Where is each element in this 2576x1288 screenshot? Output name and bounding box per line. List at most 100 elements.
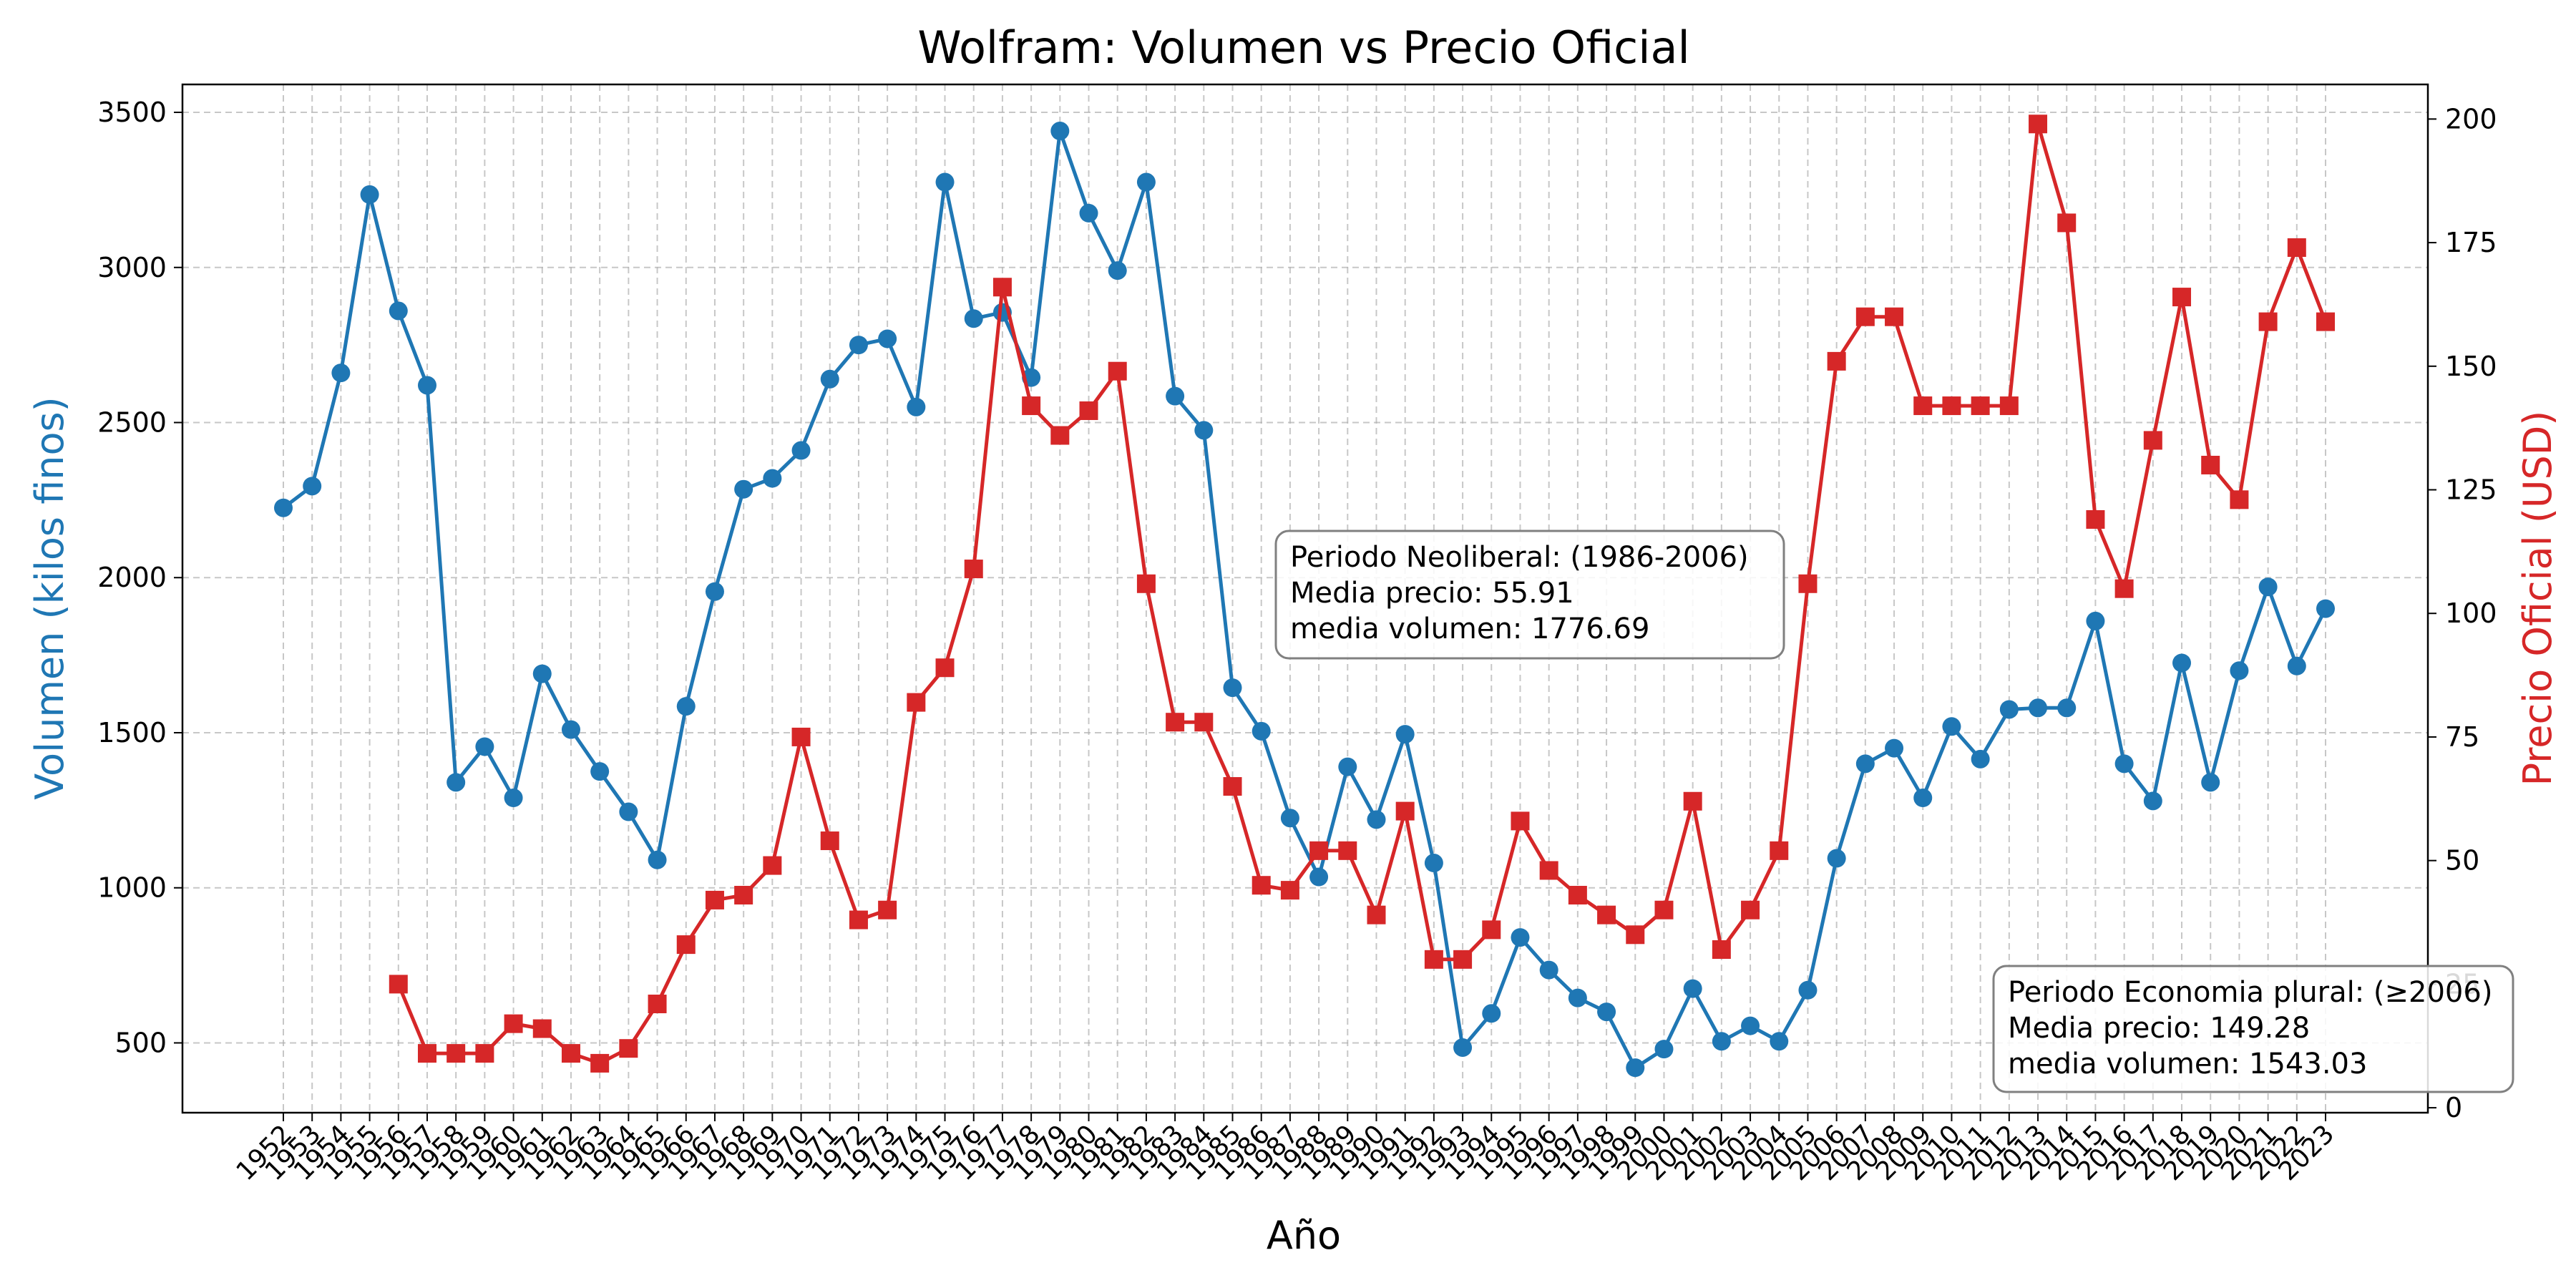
y-right-tick-label: 175 — [2445, 227, 2497, 258]
volumen-point — [1827, 849, 1846, 868]
volumen-point — [1108, 261, 1127, 280]
precio-point — [2287, 238, 2306, 257]
volumen-point — [360, 185, 379, 204]
volumen-point — [532, 664, 552, 683]
precio-point — [2057, 213, 2077, 233]
volumen-point — [1482, 1004, 1501, 1023]
volumen-point — [2230, 661, 2249, 680]
precio-point — [1597, 905, 1616, 924]
volumen-point — [1367, 810, 1386, 829]
volumen-point — [1309, 867, 1329, 887]
volumen-point — [820, 369, 839, 389]
y-axis-right-label: Precio Oficial (USD) — [2515, 411, 2560, 786]
precio-point — [2114, 579, 2134, 598]
precio-point — [1511, 811, 1530, 831]
series-layer — [274, 114, 2335, 1078]
precio-point — [1166, 713, 1185, 732]
precio-point — [820, 831, 839, 851]
annotation-economia-plural-line: Periodo Economia plural: (≥2006) — [2008, 976, 2492, 1009]
volumen-point — [1741, 1016, 1760, 1035]
volumen-point — [274, 498, 293, 517]
precio-point — [1741, 900, 1760, 919]
volumen-point — [1539, 960, 1558, 980]
precio-point — [1252, 876, 1271, 895]
precio-point — [676, 935, 696, 955]
precio-point — [849, 910, 868, 930]
precio-point — [1395, 801, 1415, 821]
precio-point — [1223, 777, 1242, 796]
volumen-point — [1942, 717, 1961, 736]
y-right-tick-label: 100 — [2445, 597, 2497, 629]
precio-point — [1079, 401, 1098, 420]
y-left-tick-label: 2500 — [97, 406, 167, 438]
precio-point — [1022, 396, 1041, 416]
precio-point — [619, 1039, 638, 1058]
precio-point — [992, 278, 1012, 297]
volumen-point — [331, 364, 351, 383]
precio-point — [1482, 920, 1501, 940]
volumen-point — [2287, 656, 2306, 675]
volumen-point — [417, 376, 436, 395]
precio-point — [1108, 361, 1127, 381]
precio-point — [1654, 900, 1674, 919]
volumen-point — [2316, 599, 2335, 618]
annotation-economia-plural-line: media volumen: 1543.03 — [2008, 1048, 2367, 1080]
precio-point — [1194, 713, 1214, 732]
volumen-point — [1626, 1058, 1645, 1078]
y-right-tick-label: 0 — [2445, 1092, 2462, 1123]
volumen-point — [303, 477, 322, 496]
annotation-economia-plural-line: Media precio: 149.28 — [2008, 1012, 2310, 1045]
y-right-tick-label: 125 — [2445, 474, 2497, 506]
volumen-point — [1338, 757, 1357, 776]
precio-point — [878, 900, 897, 919]
precio-point — [1683, 791, 1702, 811]
annotation-neoliberal-line: media volumen: 1776.69 — [1290, 613, 1649, 645]
precio-point — [1338, 841, 1357, 860]
volumen-point — [1999, 700, 2019, 719]
volumen-point — [561, 720, 580, 739]
volumen-point — [1855, 754, 1875, 774]
volumen-point — [1280, 809, 1299, 828]
precio-point — [2086, 509, 2105, 529]
y-right-tick-label: 150 — [2445, 351, 2497, 382]
volumen-point — [1424, 854, 1443, 873]
precio-point — [705, 890, 724, 909]
volumen-point — [1136, 172, 1156, 192]
precio-point — [1367, 905, 1386, 924]
y-right-tick-label: 75 — [2445, 721, 2479, 753]
volumen-point — [1453, 1038, 1473, 1057]
volumen-point — [1511, 928, 1530, 947]
volumen-point — [1252, 721, 1271, 741]
y-left-tick-label: 1000 — [97, 872, 167, 904]
volumen-point — [1654, 1040, 1674, 1059]
precio-point — [1770, 841, 1789, 860]
volumen-point — [590, 762, 610, 781]
annotation-neoliberal-line: Periodo Neoliberal: (1986-2006) — [1290, 541, 1749, 574]
annotation-economia-plural-box — [1992, 965, 2514, 1093]
annotation-neoliberal-line: Media precio: 55.91 — [1290, 577, 1574, 610]
precio-point — [1999, 396, 2019, 416]
volumen-point — [504, 789, 523, 808]
precio-point — [2230, 490, 2249, 509]
volumen-point — [2143, 791, 2162, 811]
volumen-point — [1395, 725, 1415, 744]
volumen-point — [676, 697, 696, 716]
chart-title: Wolfram: Volumen vs Precio Oficial — [917, 21, 1689, 74]
volumen-point — [2201, 773, 2220, 792]
precio-point — [2143, 431, 2162, 450]
volumen-point — [964, 309, 983, 328]
y-axis-left-label: Volumen (kilos finos) — [27, 396, 72, 799]
precio-point — [907, 693, 926, 712]
precio-point — [2201, 455, 2220, 474]
volumen-point — [935, 172, 955, 192]
precio-point — [1050, 426, 1070, 445]
volumen-point — [2114, 754, 2134, 774]
plot-frame — [181, 83, 2429, 1114]
volumen-point — [734, 479, 753, 499]
volumen-point — [907, 397, 926, 416]
volumen-point — [705, 582, 724, 601]
volumen-point — [2258, 577, 2278, 597]
volumen-point — [878, 329, 897, 348]
volumen-point — [1683, 979, 1702, 998]
